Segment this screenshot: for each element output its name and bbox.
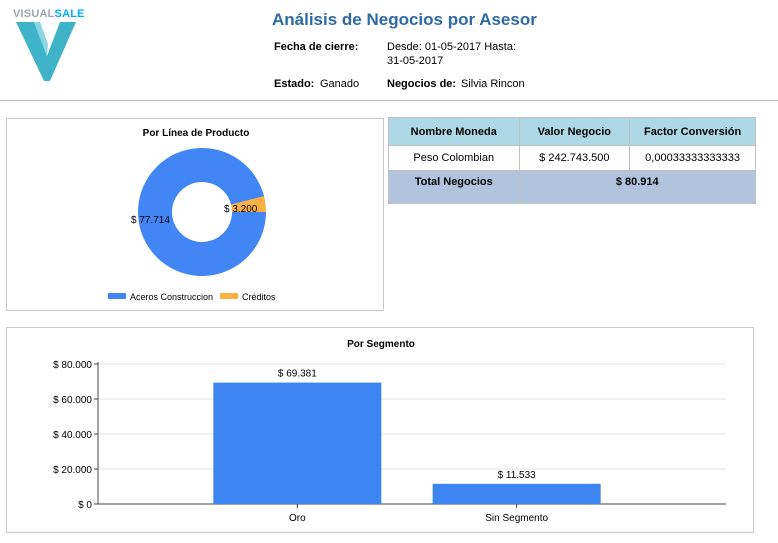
fecha-value-line1: Desde: 01-05-2017 Hasta:	[387, 41, 517, 53]
bar-chart-title: Por Segmento	[347, 339, 415, 350]
currency-table: Nombre Moneda Valor Negocio Factor Conve…	[388, 117, 756, 204]
cell-factor-conversion: 0,00033333333333	[629, 145, 756, 171]
table-header-row: Nombre Moneda Valor Negocio Factor Conve…	[388, 117, 756, 146]
cell-nombre-moneda: Peso Colombian	[388, 145, 520, 171]
col-header-valor-negocio: Valor Negocio	[518, 117, 631, 146]
legend-swatch-1	[220, 293, 238, 299]
y-tick-label: $ 40.000	[53, 430, 92, 441]
bar-chart-panel: Por Segmento $ 0 $ 20.000 $ 40.000 $ 60.000…	[6, 327, 754, 533]
legend-label-1: Créditos	[242, 292, 276, 302]
donut-chart-panel: Por Línea de Producto $ 77.714 $ 3.200 Ac…	[6, 118, 384, 311]
y-tick-label: $ 80.000	[53, 360, 92, 371]
negocios-value: Silvia Rincon	[461, 78, 525, 90]
total-label: Total Negocios	[388, 170, 520, 204]
table-row: Peso Colombian $ 242.743.500 0,000333333…	[388, 145, 756, 171]
donut-value-label-1: $ 3.200	[224, 204, 258, 215]
cell-valor-negocio: $ 242.743.500	[518, 145, 631, 171]
estado-label: Estado:	[274, 78, 315, 90]
fecha-value-line2: 31-05-2017	[387, 55, 444, 67]
x-tick-label: Sin Segmento	[485, 513, 548, 524]
y-tick-label: $ 20.000	[53, 465, 92, 476]
fecha-label: Fecha de cierre:	[274, 41, 359, 53]
visualsale-logo: VISUALSALE	[13, 8, 84, 81]
donut-value-label-0: $ 77.714	[131, 215, 170, 226]
logo-text-accent: SALE	[55, 8, 84, 20]
negocios-label: Negocios de:	[387, 78, 457, 90]
bar-sin-segmento	[432, 483, 601, 504]
y-tick-label: $ 60.000	[53, 395, 92, 406]
logo-v-mark	[16, 22, 76, 81]
bar-oro	[213, 382, 382, 504]
legend-swatch-0	[108, 293, 126, 299]
svg-text:VISUALSALE: VISUALSALE	[13, 8, 84, 20]
estado-value: Ganado	[320, 78, 360, 90]
donut-slice-1	[231, 196, 266, 212]
header-divider	[0, 100, 778, 101]
donut-chart-title: Por Línea de Producto	[143, 128, 250, 139]
x-tick-label: Oro	[289, 513, 306, 524]
bar-value-label: $ 11.533	[498, 470, 537, 481]
page-title: Análisis de Negocios por Asesor	[272, 10, 537, 29]
donut-chart: Por Línea de Producto $ 77.714 $ 3.200 Ac…	[108, 128, 276, 302]
y-tick-label: $ 0	[78, 500, 92, 511]
bar-value-label: $ 69.381	[278, 369, 317, 380]
table-total-row: Total Negocios $ 80.914	[388, 170, 756, 204]
bar-chart: Por Segmento $ 0 $ 20.000 $ 40.000 $ 60.000…	[53, 339, 726, 524]
donut-slice-0	[138, 147, 266, 276]
legend-label-0: Aceros Construccion	[130, 292, 213, 302]
total-value: $ 80.914	[518, 170, 756, 204]
col-header-factor-conversion: Factor Conversión	[629, 117, 756, 146]
logo-text-plain: VISUAL	[13, 8, 55, 20]
col-header-nombre-moneda: Nombre Moneda	[388, 117, 520, 146]
